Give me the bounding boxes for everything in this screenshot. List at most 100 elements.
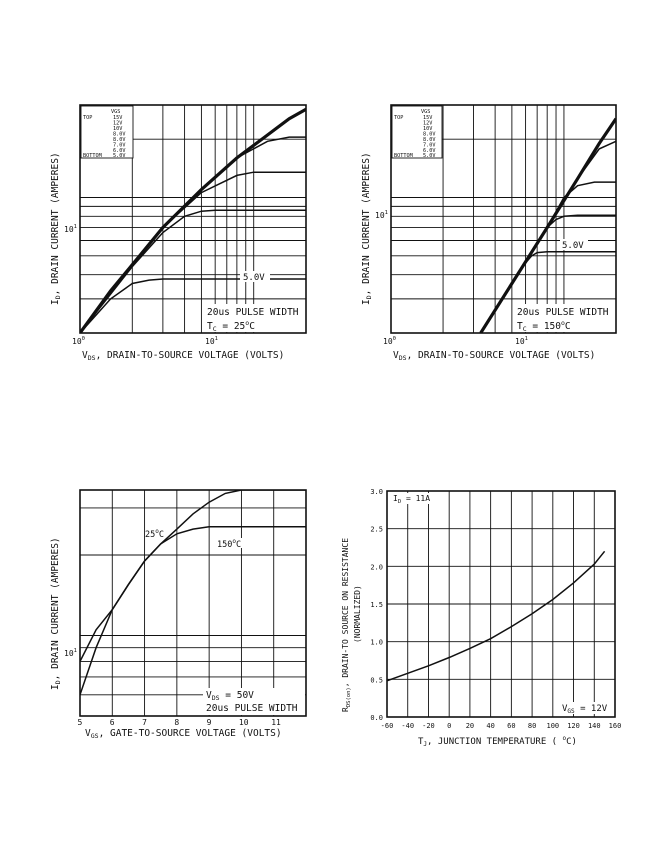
chart-4-y-ticks: 0.0 0.5 1.0 1.5 2.0 2.5 3.0 (370, 488, 383, 722)
chart-1-legend-header: VGS (111, 109, 120, 115)
chart-2-label-bg (560, 239, 588, 250)
series-line-rdson (387, 550, 606, 682)
chart-2-x-tick: 101 (515, 336, 528, 346)
chart-2-legend-item: 5.0V (423, 153, 436, 159)
chart-4-frame (386, 490, 616, 718)
chart-1-label-bg (240, 271, 270, 282)
chart-4-vgs-note: VGS = 12V (562, 704, 608, 715)
chart-2-y-axis-title: ID, DRAIN CURRENT (AMPERES) (361, 152, 373, 305)
chart-2-frame (390, 104, 617, 334)
chart-3-x-tick: 8 (174, 718, 179, 727)
chart-1-legend-item: 5.0V (113, 153, 126, 159)
chart-1-y-axis-title: ID, DRAIN CURRENT (AMPERES) (50, 152, 62, 305)
chart-1-legend-top: TOP (83, 115, 92, 121)
chart-4-y-tick: 0.0 (370, 714, 383, 722)
chart-4-x-tick: 20 (466, 722, 474, 730)
chart-2-legend-item: 8.0V (423, 132, 436, 138)
chart-2-x-tick: 100 (383, 336, 396, 346)
chart-1-legend: VGS TOP 15V 12V 10V 8.0V 8.0V 7.0V 6.0V … (80, 105, 134, 159)
chart-4-x-tick: 80 (528, 722, 536, 730)
series-line-10v (80, 136, 306, 333)
chart-2-legend: VGS TOP 15V 12V 10V 8.0V 8.0V 7.0V 6.0V … (391, 105, 443, 159)
chart-2-legend-bottom: BOTTOM (394, 153, 413, 159)
chart-4-x-tick: 140 (588, 722, 601, 730)
chart-output-characteristics-150c: VGS TOP 15V 12V 10V 8.0V 8.0V 7.0V 6.0V … (361, 104, 617, 362)
chart-1-curves (80, 107, 306, 333)
chart-2-legend-item: 12V (423, 121, 432, 127)
chart-4-x-tick: 40 (486, 722, 494, 730)
chart-4-x-ticks: -60 -40 -20 0 20 40 60 80 100 120 140 160 (381, 722, 622, 730)
chart-1-legend-item: 10V (113, 126, 122, 132)
chart-1-y-tick: 101 (64, 224, 77, 234)
chart-4-x-tick: -20 (422, 722, 435, 730)
chart-2-x-axis-title: VDS, DRAIN-TO-SOURCE VOLTAGE (VOLTS) (393, 350, 595, 362)
chart-1-legend-item: 8.0V (113, 137, 126, 143)
chart-4-note-bg (390, 493, 435, 504)
series-line-50v (480, 250, 616, 333)
chart-transfer-characteristics: 25oC 150oC VDS = 50V 20us PULSE WIDTH 10… (50, 489, 307, 740)
chart-2-legend-item: 6.0V (423, 148, 436, 154)
series-line-50v (80, 278, 306, 333)
chart-3-note-bg (203, 688, 305, 715)
chart-1-note-bg (204, 304, 305, 332)
chart-2-legend-item: 7.0V (423, 143, 436, 149)
chart-2-pulse-note: 20us PULSE WIDTH (517, 307, 609, 318)
chart-4-grid (387, 491, 615, 717)
chart-4-note-bg (560, 702, 612, 714)
chart-1-legend-item: 12V (113, 121, 122, 127)
chart-3-frame (79, 489, 307, 717)
chart-2-legend-top: TOP (394, 115, 403, 121)
chart-3-label-bg (215, 538, 245, 548)
chart-4-y-tick: 0.5 (370, 676, 383, 684)
chart-1-pulse-note: 20us PULSE WIDTH (207, 307, 299, 318)
chart-output-characteristics-25c: VGS TOP 15V 12V 10V 8.0V 8.0V 7.0V 6.0V … (50, 104, 307, 362)
chart-4-y-axis-title: RDS(on), DRAIN-TO SOURCE ON RESISTANCE (341, 538, 352, 712)
chart-3-y-axis-title: ID, DRAIN CURRENT (AMPERES) (50, 537, 62, 690)
chart-4-x-tick: 100 (546, 722, 559, 730)
chart-4-y-tick: 3.0 (370, 488, 383, 496)
chart-1-frame (79, 104, 307, 334)
chart-4-x-tick: 120 (567, 722, 580, 730)
chart-2-note-bg (514, 304, 615, 332)
chart-1-x-axis-title: VDS, DRAIN-TO-SOURCE VOLTAGE (VOLTS) (82, 350, 284, 362)
chart-1-legend-item: 7.0V (113, 143, 126, 149)
chart-on-resistance-vs-temperature: ID = 11A VGS = 12V -60 -40 -20 0 20 40 60 80 100… (341, 488, 621, 748)
chart-4-x-tick: 0 (447, 722, 451, 730)
chart-3-curves (80, 490, 306, 696)
chart-4-y-axis-subtitle: (NORMALIZED) (353, 585, 362, 643)
chart-4-x-tick: 160 (609, 722, 622, 730)
chart-1-legend-bottom: BOTTOM (83, 153, 102, 159)
chart-2-legend-item: 15V (423, 115, 432, 121)
chart-4-x-tick: -40 (401, 722, 414, 730)
chart-3-150c-label: 150oC (217, 538, 241, 550)
chart-3-x-tick: 5 (78, 718, 83, 727)
series-line-60v (80, 209, 306, 333)
chart-2-legend-header: VGS (421, 109, 430, 115)
chart-3-x-tick: 7 (142, 718, 147, 727)
series-line-25c (80, 490, 306, 696)
chart-1-legend-item: 6.0V (113, 148, 126, 154)
series-line-70v (80, 171, 306, 333)
chart-2-temp-note: TC = 150oC (517, 319, 571, 333)
chart-3-x-tick: 11 (271, 718, 281, 727)
chart-1-5v-label: 5.0V (243, 273, 265, 283)
chart-4-y-tick: 1.0 (370, 639, 383, 647)
chart-1-legend-item: 15V (113, 115, 122, 121)
series-line-150c (80, 526, 306, 662)
chart-4-x-tick: 60 (507, 722, 515, 730)
chart-3-25c-label: 25oC (145, 528, 164, 540)
chart-2-y-tick: 101 (375, 210, 388, 220)
chart-4-y-tick: 1.5 (370, 601, 383, 609)
chart-3-pulse-note: 20us PULSE WIDTH (206, 703, 298, 714)
chart-1-x-tick: 101 (205, 336, 218, 346)
chart-4-x-tick: -60 (381, 722, 394, 730)
chart-2-5v-label: 5.0V (562, 241, 584, 251)
chart-3-y-tick: 101 (64, 648, 77, 658)
chart-2-legend-item: 8.0V (423, 137, 436, 143)
chart-3-grid (80, 490, 306, 716)
chart-2-curves (479, 117, 616, 333)
chart-4-x-axis-title: TJ, JUNCTION TEMPERATURE ( oC) (418, 735, 577, 748)
chart-3-x-ticks: 5 6 7 8 9 10 11 (78, 718, 282, 727)
chart-4-y-tick: 2.5 (370, 526, 383, 534)
